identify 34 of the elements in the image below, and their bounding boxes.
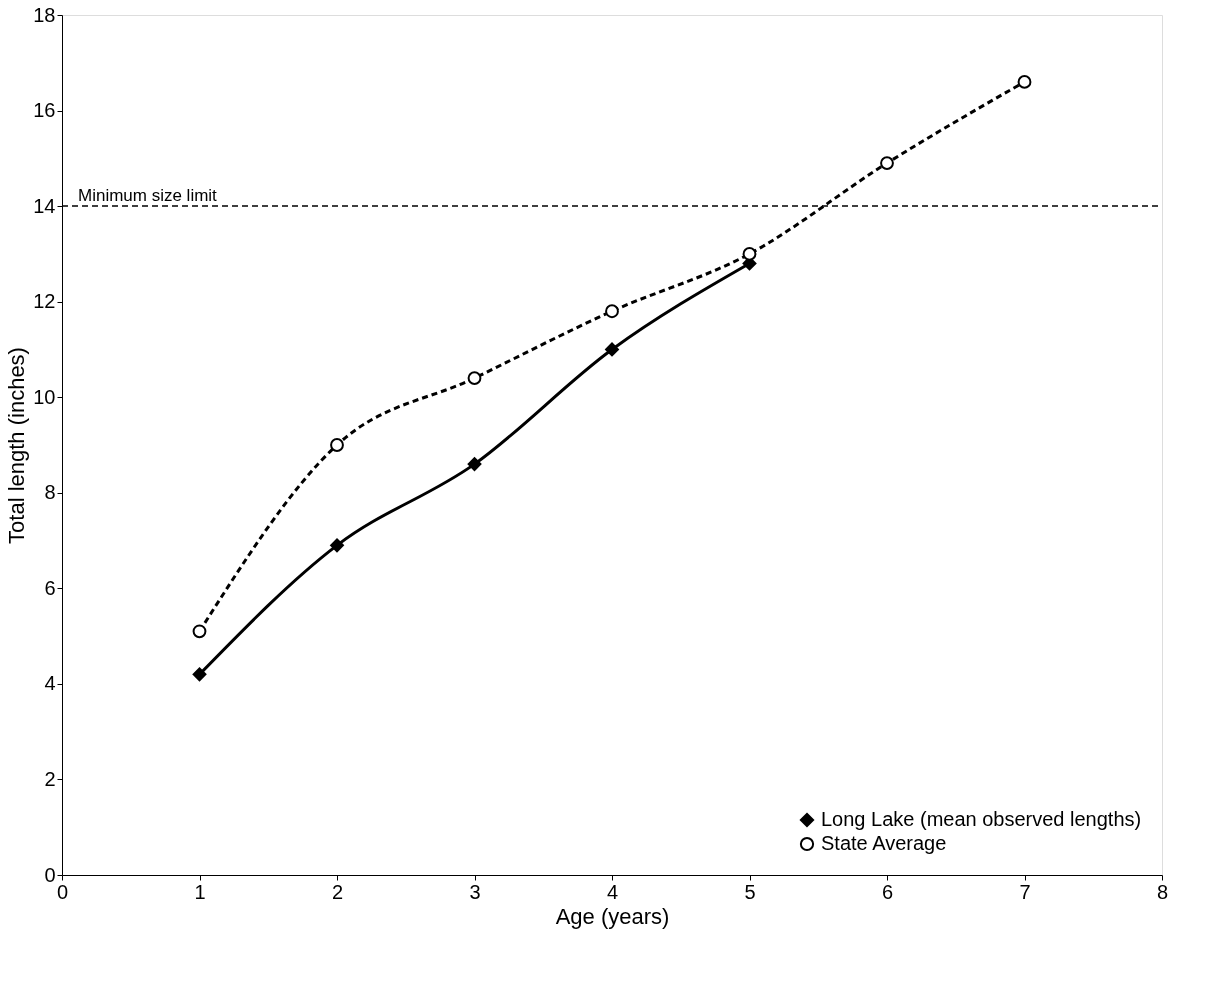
y-tick-label: 4: [44, 672, 56, 695]
x-tick-label: 7: [1019, 880, 1031, 903]
point: [467, 371, 482, 386]
x-axis-title: Age (years): [555, 903, 670, 929]
y-tick-label: 18: [33, 3, 56, 26]
x-tick-label: 2: [331, 880, 344, 903]
x-tick-label: 1: [194, 880, 206, 903]
x-tick-label: 8: [1156, 880, 1169, 903]
x-tick-label: 3: [469, 880, 481, 903]
point: [467, 457, 482, 472]
point: [192, 667, 207, 682]
x-tick-label: 5: [744, 880, 756, 903]
point: [1017, 74, 1032, 89]
point: [880, 156, 894, 171]
y-tick-label: 10: [33, 385, 56, 408]
y-tick-label: 8: [44, 481, 56, 504]
point: [605, 342, 619, 357]
y-tick-label: 0: [44, 863, 56, 886]
x-tick-label: 4: [606, 880, 619, 903]
y-tick-label: 6: [44, 576, 56, 599]
point: [742, 246, 757, 261]
point: [605, 304, 619, 319]
point: [330, 438, 344, 452]
ref-line-label: Minimum size limit: [78, 186, 218, 206]
point: [330, 538, 344, 553]
y-tick-label: 14: [33, 194, 56, 217]
x-tick-label: 6: [881, 880, 894, 903]
y-tick-label: 12: [33, 290, 56, 313]
y-tick-label: 2: [44, 767, 56, 790]
legend-label: State Average: [821, 832, 947, 854]
legend-label: Long Lake (mean observed lengths): [821, 808, 1142, 830]
point: [192, 624, 207, 639]
y-axis-title: Total length (inches): [4, 347, 30, 544]
y-tick-label: 16: [33, 99, 56, 122]
